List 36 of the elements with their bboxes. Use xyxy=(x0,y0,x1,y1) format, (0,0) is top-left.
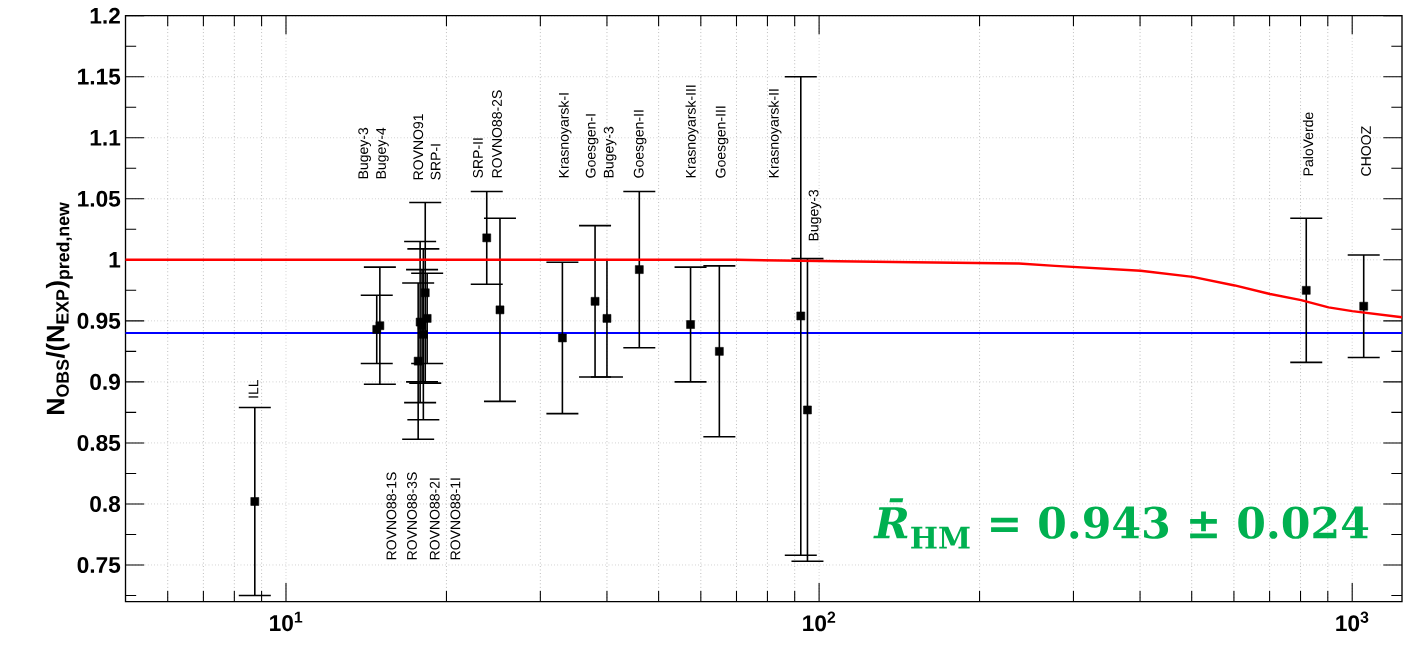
y-tick-label: 1.1 xyxy=(90,129,121,146)
y-tick-label: 0.8 xyxy=(90,495,121,512)
annotation: ROVNO88-2I xyxy=(429,478,440,560)
annotation: PaloVerde xyxy=(1302,112,1314,176)
y-tick-label: 1.2 xyxy=(90,7,120,24)
y-tick-label: 0.75 xyxy=(77,556,121,573)
annotation: ROVNO88-2S xyxy=(492,90,502,178)
annotation: Goesgen-I xyxy=(585,114,599,178)
annotation: Goesgen-III xyxy=(715,106,729,178)
y-tick-label: 0.9 xyxy=(90,373,120,390)
x-tick-label: 10$^{1}$ xyxy=(270,611,303,632)
x-tick-label: 10$^{3}$ xyxy=(1336,611,1369,632)
y-tick-label: 1 xyxy=(109,252,121,268)
annotation: Goesgen-II xyxy=(633,110,647,178)
annotation: Bugey-3 xyxy=(808,189,822,241)
annotation: SRP-I xyxy=(430,144,441,180)
annotation: Bugey-3 xyxy=(358,127,371,179)
annotation: R̄$_{HM}$ = 0.943 ± 0.024 xyxy=(873,498,1369,549)
annotation: ROVNO88-3S xyxy=(407,472,417,560)
annotation: Krasnoyarsk-II xyxy=(768,89,782,178)
annotation: Bugey-4 xyxy=(376,127,389,179)
annotation: SRP-II xyxy=(472,138,483,178)
annotation: ROVNO88-1S xyxy=(386,472,397,560)
y-tick-label: 0.95 xyxy=(77,312,121,329)
y-tick-label: 0.85 xyxy=(77,434,121,451)
annotation: ROVNO88-1I xyxy=(450,478,461,560)
annotation: ROVNO91 xyxy=(413,114,424,180)
annotation: Krasnoyarsk-I xyxy=(558,93,572,178)
y-axis-title: N$_{OBS}$/(N$_{EXP}$)$_{pred,new}$ xyxy=(45,202,73,415)
annotation: ILL xyxy=(248,379,259,398)
y-tick-label: 1.15 xyxy=(78,68,121,85)
annotation: CHOOZ xyxy=(1361,126,1371,176)
annotation: Krasnoyarsk-III xyxy=(685,85,699,178)
y-tick-label: 1.05 xyxy=(78,190,121,207)
x-tick-label: 10$^{2}$ xyxy=(803,611,836,632)
annotation: Bugey-3 xyxy=(603,126,617,178)
